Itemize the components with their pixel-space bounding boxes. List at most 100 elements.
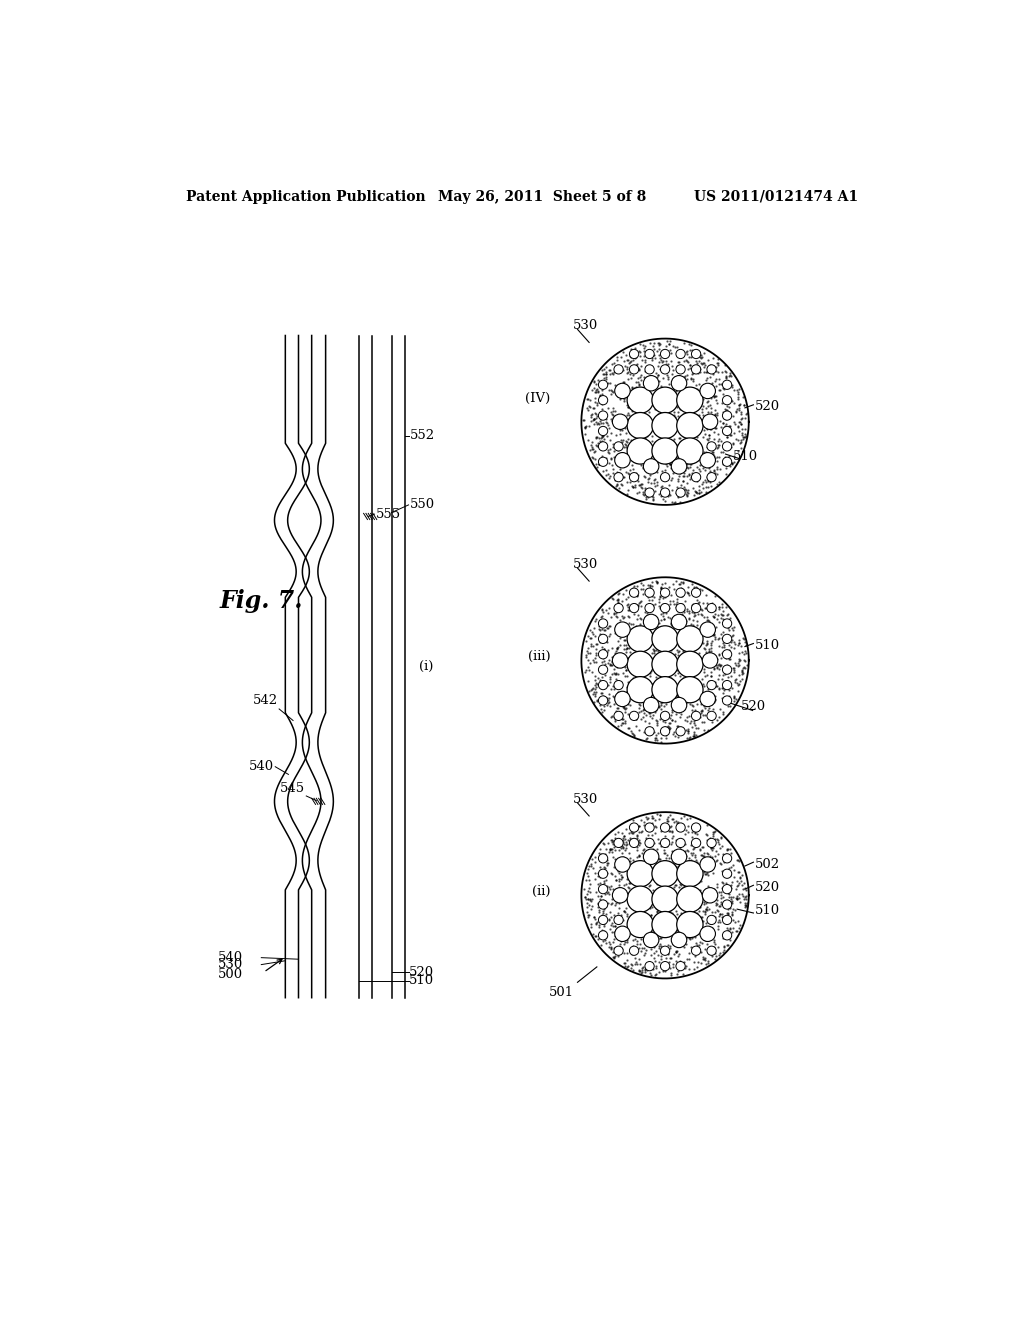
Circle shape	[676, 364, 685, 374]
Text: (ii): (ii)	[531, 884, 550, 898]
Circle shape	[614, 857, 630, 873]
Circle shape	[722, 884, 732, 894]
Circle shape	[707, 946, 716, 956]
Circle shape	[614, 383, 630, 399]
Circle shape	[660, 961, 670, 970]
Circle shape	[660, 350, 670, 359]
Circle shape	[672, 849, 687, 865]
Text: 530: 530	[572, 793, 598, 807]
Text: 510: 510	[410, 974, 434, 987]
Circle shape	[627, 438, 653, 465]
Text: 552: 552	[410, 429, 435, 442]
Circle shape	[700, 927, 716, 941]
Circle shape	[702, 887, 718, 903]
Circle shape	[722, 931, 732, 940]
Circle shape	[598, 635, 607, 644]
Text: (i): (i)	[419, 660, 433, 673]
Circle shape	[645, 488, 654, 498]
Text: 550: 550	[410, 499, 435, 511]
Circle shape	[707, 473, 716, 482]
Circle shape	[672, 459, 687, 474]
Circle shape	[652, 677, 678, 702]
Circle shape	[691, 603, 700, 612]
Circle shape	[598, 681, 607, 690]
Circle shape	[660, 838, 670, 847]
Text: 542: 542	[253, 694, 278, 708]
Circle shape	[672, 614, 687, 630]
Circle shape	[652, 912, 678, 937]
Circle shape	[612, 414, 628, 429]
Circle shape	[645, 726, 654, 737]
Circle shape	[645, 822, 654, 832]
Text: 530: 530	[572, 319, 598, 333]
Circle shape	[707, 838, 716, 847]
Circle shape	[627, 861, 653, 887]
Text: 520: 520	[741, 700, 766, 713]
Circle shape	[660, 473, 670, 482]
Circle shape	[722, 665, 732, 675]
Circle shape	[691, 946, 700, 956]
Text: 510: 510	[755, 639, 780, 652]
Text: 555: 555	[376, 508, 401, 520]
Circle shape	[598, 869, 607, 878]
Text: 520: 520	[410, 966, 434, 979]
Circle shape	[722, 900, 732, 909]
Circle shape	[660, 603, 670, 612]
Circle shape	[614, 838, 624, 847]
Circle shape	[598, 442, 607, 451]
Circle shape	[691, 589, 700, 598]
Circle shape	[702, 653, 718, 668]
Circle shape	[707, 603, 716, 612]
Circle shape	[660, 364, 670, 374]
Circle shape	[702, 414, 718, 429]
Circle shape	[652, 886, 678, 912]
Circle shape	[614, 364, 624, 374]
Circle shape	[677, 413, 703, 438]
Circle shape	[643, 375, 658, 391]
Circle shape	[691, 364, 700, 374]
Circle shape	[627, 413, 653, 438]
Circle shape	[722, 457, 732, 466]
Circle shape	[630, 350, 639, 359]
Circle shape	[614, 927, 630, 941]
Text: May 26, 2011  Sheet 5 of 8: May 26, 2011 Sheet 5 of 8	[438, 190, 646, 203]
Circle shape	[707, 442, 716, 451]
Text: 520: 520	[755, 880, 780, 894]
Text: 530: 530	[217, 958, 243, 972]
Circle shape	[598, 380, 607, 389]
Circle shape	[614, 681, 624, 690]
Circle shape	[612, 653, 628, 668]
Circle shape	[722, 915, 732, 924]
Circle shape	[722, 380, 732, 389]
Text: 501: 501	[549, 986, 573, 999]
Circle shape	[691, 473, 700, 482]
Circle shape	[676, 488, 685, 498]
Circle shape	[598, 854, 607, 863]
Circle shape	[643, 849, 658, 865]
Text: 502: 502	[755, 858, 780, 871]
Circle shape	[643, 459, 658, 474]
Circle shape	[677, 626, 703, 652]
Circle shape	[598, 396, 607, 405]
Circle shape	[672, 697, 687, 713]
Circle shape	[722, 396, 732, 405]
Text: 510: 510	[733, 450, 759, 463]
Circle shape	[676, 838, 685, 847]
Circle shape	[660, 711, 670, 721]
Circle shape	[722, 426, 732, 436]
Circle shape	[691, 838, 700, 847]
Circle shape	[660, 822, 670, 832]
Circle shape	[598, 665, 607, 675]
Circle shape	[677, 886, 703, 912]
Circle shape	[672, 932, 687, 948]
Circle shape	[676, 726, 685, 737]
Circle shape	[643, 614, 658, 630]
Circle shape	[630, 364, 639, 374]
Circle shape	[598, 931, 607, 940]
Circle shape	[707, 364, 716, 374]
Circle shape	[707, 681, 716, 690]
Circle shape	[614, 473, 624, 482]
Circle shape	[598, 619, 607, 628]
Circle shape	[614, 603, 624, 612]
Text: 510: 510	[755, 904, 780, 917]
